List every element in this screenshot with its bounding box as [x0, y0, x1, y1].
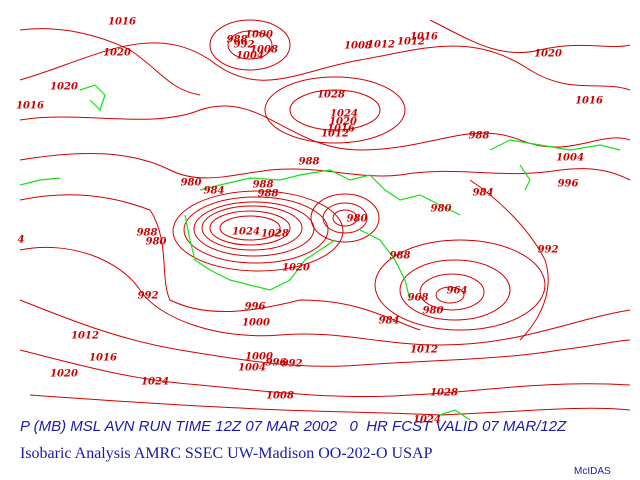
isobar-label: 988 — [227, 35, 248, 46]
isobar-label: 980 — [181, 178, 202, 189]
isobar-label: 984 — [204, 186, 225, 197]
isobar-label: 1028 — [317, 90, 345, 101]
isobar-label: 1008 — [344, 41, 372, 52]
isobar-label: 1020 — [534, 49, 562, 60]
isobar-label: 992 — [234, 40, 255, 51]
isobar-label: 968 — [408, 293, 429, 304]
isobar-label: 980 — [423, 306, 444, 317]
isobar-label: 988 — [469, 131, 490, 142]
isobar-label: 1028 — [430, 388, 458, 399]
isobar-label: 1016 — [16, 101, 44, 112]
isobar-label: 996 — [245, 302, 266, 313]
isobar-label: 1020 — [50, 82, 78, 93]
isobar-label: 1000 — [245, 352, 273, 363]
isobar-label: 980 — [146, 237, 167, 248]
isobar-label: 1016 — [410, 32, 438, 43]
isobar-label: 4 — [18, 235, 25, 246]
isobar-label: 984 — [473, 188, 494, 199]
isobar-label: 988 — [258, 189, 279, 200]
isobar-label: 988 — [299, 157, 320, 168]
isobar-label: 1004 — [556, 153, 584, 164]
subcaption: Isobaric Analysis AMRC SSEC UW-Madison O… — [20, 445, 433, 462]
isobar-label: 980 — [347, 214, 368, 225]
isobar-label: 992 — [138, 291, 159, 302]
isobar-label: 980 — [431, 204, 452, 215]
isobar-label: 992 — [282, 359, 303, 370]
isobar-label: 1016 — [327, 124, 355, 135]
isobar-label: 1012 — [367, 40, 395, 51]
isobar-label: 1024 — [330, 109, 358, 120]
isobar-label: 1028 — [261, 229, 289, 240]
isobar-label: 1020 — [329, 117, 357, 128]
isobar-label: 988 — [137, 228, 158, 239]
caption: P (MB) MSL AVN RUN TIME 12Z 07 MAR 2002 … — [20, 418, 567, 435]
isobar-label: 1012 — [321, 129, 349, 140]
isobar-label: 988 — [253, 180, 274, 191]
isobar-label: 992 — [538, 245, 559, 256]
isobar-label: 1008 — [266, 391, 294, 402]
isobar-label: 996 — [558, 179, 579, 190]
isobar-label: 1000 — [242, 318, 270, 329]
isobar-label: 1016 — [89, 353, 117, 364]
isobar-label: 996 — [266, 358, 287, 369]
isobar-label: 1020 — [282, 263, 310, 274]
isobar-label: 1016 — [108, 17, 136, 28]
isobar-label: 1000 — [245, 30, 273, 41]
credit: McIDAS — [574, 466, 611, 477]
isobar-label: 1004 — [236, 51, 264, 62]
isobar-label: 1024 — [413, 415, 441, 426]
coastlines — [19, 84, 621, 421]
isobar-label: 1004 — [238, 363, 266, 374]
isobar-label: 1020 — [103, 48, 131, 59]
isobar-label: 1024 — [232, 227, 260, 238]
isobar-label: 1012 — [410, 345, 438, 356]
isobar-label: 1012 — [71, 331, 99, 342]
isobar-label: 1020 — [50, 369, 78, 380]
isobar-label: 988 — [390, 251, 411, 262]
isobar-label: 964 — [447, 286, 468, 297]
isobar-labels: 1016102010161020988100099210081004100810… — [16, 17, 603, 426]
isobar-label: 1012 — [397, 37, 425, 48]
isobar-label: 1008 — [250, 45, 278, 56]
isobar-label: 1024 — [141, 377, 169, 388]
isobar-label: 1016 — [575, 96, 603, 107]
isobar-label: 984 — [379, 316, 400, 327]
